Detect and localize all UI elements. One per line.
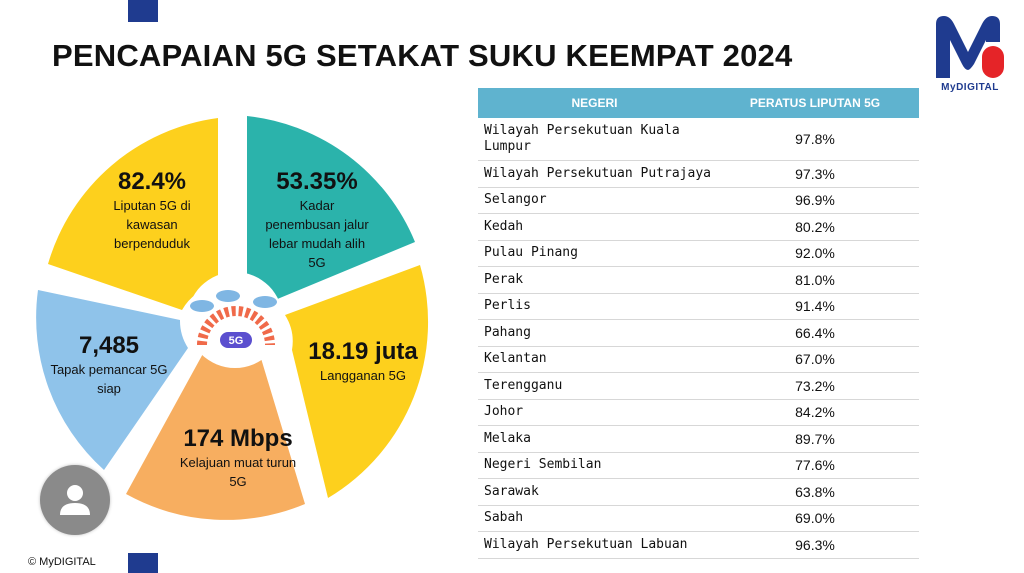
table-row: Sabah 69.0%	[478, 506, 919, 532]
cell-state: Perak	[484, 271, 524, 287]
cloud-icon-center	[216, 290, 240, 302]
cell-state: Sarawak	[484, 483, 539, 499]
logo-label: MyDIGITAL	[941, 82, 999, 93]
cell-coverage: 69.0%	[795, 510, 835, 527]
segment-text-download-speed: 174 Mbps Kelajuan muat turun 5G	[158, 425, 318, 491]
subscriptions-label: Langganan 5G	[319, 368, 407, 383]
population-coverage-label-1: Liputan 5G di	[113, 198, 191, 213]
wheel-segments: 5G	[36, 116, 429, 520]
cloud-icon-right	[253, 296, 277, 308]
cell-state: Johor	[484, 404, 524, 420]
table-row: Negeri Sembilan 77.6%	[478, 453, 919, 479]
user-avatar-button[interactable]	[40, 465, 110, 535]
copyright-text: © MyDIGITAL	[28, 556, 96, 568]
cell-state: Perlis	[484, 298, 531, 314]
cell-state: Wilayah Persekutuan Labuan	[484, 536, 688, 552]
subscriptions-value: 18.19 juta	[308, 338, 418, 365]
population-coverage-label-3: berpenduduk	[114, 236, 190, 251]
table-row: Perak 81.0%	[478, 267, 919, 294]
table-row: Johor 84.2%	[478, 400, 919, 426]
table-row: Wilayah Persekutuan Putrajaya 97.3%	[478, 161, 919, 188]
segment-transmitter-sites	[36, 290, 188, 470]
cell-state: Wilayah Persekutuan Kuala Lumpur	[484, 123, 680, 154]
cell-coverage: 66.4%	[795, 324, 835, 341]
table-row: Selangor 96.9%	[478, 188, 919, 214]
cell-state: Pulau Pinang	[484, 245, 578, 261]
cell-state: Terengganu	[484, 377, 563, 393]
cell-state: Selangor	[484, 192, 547, 208]
transmitter-sites-value: 7,485	[78, 332, 140, 359]
cell-state: Kedah	[484, 218, 524, 234]
cell-coverage: 63.8%	[795, 483, 835, 500]
table-body: Wilayah Persekutuan Kuala Lumpur 97.8% Wil…	[478, 118, 919, 559]
mydigital-logo: MyDIGITAL	[930, 12, 1010, 96]
cell-coverage: 67.0%	[795, 351, 835, 368]
table-row: Kelantan 67.0%	[478, 347, 919, 373]
header-coverage: PERATUS LIPUTAN 5G	[749, 96, 881, 110]
cell-coverage: 96.3%	[795, 536, 835, 553]
segment-text-broadband-penetration: 53.35% Kadar penembusan jalur lebar muda…	[252, 168, 382, 272]
cell-coverage: 84.2%	[795, 404, 835, 421]
page-title: PENCAPAIAN 5G SETAKAT SUKU KEEMPAT 2024	[52, 38, 793, 73]
segment-text-population-coverage: 82.4% Liputan 5G di kawasan berpenduduk	[92, 168, 212, 253]
segment-subscriptions	[285, 265, 429, 498]
signal-arc-icon	[197, 306, 275, 346]
cell-state: Melaka	[484, 430, 531, 446]
cell-coverage: 89.7%	[795, 430, 835, 447]
broadband-penetration-label-1: Kadar	[299, 198, 335, 213]
cell-state: Sabah	[484, 510, 524, 526]
wheel-center	[187, 272, 283, 368]
table-row: Wilayah Persekutuan Labuan 96.3%	[478, 532, 919, 559]
table-row: Sarawak 63.8%	[478, 479, 919, 506]
segment-text-transmitter-sites: 7,485 Tapak pemancar 5G siap	[44, 332, 174, 398]
segment-download-speed	[126, 350, 305, 520]
cell-coverage: 96.9%	[795, 192, 835, 209]
table-row: Pahang 66.4%	[478, 320, 919, 347]
coverage-table: NEGERI PERATUS LIPUTAN 5G Wilayah Persek…	[478, 88, 919, 559]
cell-coverage: 73.2%	[795, 377, 835, 394]
table-row: Perlis 91.4%	[478, 294, 919, 320]
top-accent-square	[128, 0, 158, 22]
cell-coverage: 97.8%	[795, 131, 835, 147]
5g-badge-label: 5G	[229, 335, 244, 347]
table-row: Terengganu 73.2%	[478, 373, 919, 400]
cell-state: Negeri Sembilan	[484, 457, 602, 473]
cell-coverage: 97.3%	[795, 165, 835, 182]
segment-text-subscriptions: 18.19 juta Langganan 5G	[298, 338, 428, 385]
cell-coverage: 80.2%	[795, 218, 835, 235]
user-avatar-icon	[60, 485, 90, 515]
mydigital-logo-mark	[936, 16, 1004, 78]
download-speed-value: 174 Mbps	[183, 425, 293, 452]
cell-coverage: 77.6%	[795, 457, 835, 474]
transmitter-sites-label-2: siap	[97, 381, 121, 396]
population-coverage-value: 82.4%	[117, 168, 187, 195]
cloud-icon-left	[190, 300, 214, 312]
cell-coverage: 92.0%	[795, 245, 835, 262]
segment-broadband-penetration	[247, 116, 415, 300]
5g-achievement-wheel: 5G 82.4% Liputan 5G di kawasan berpendud…	[30, 110, 445, 530]
table-header: NEGERI PERATUS LIPUTAN 5G	[478, 88, 919, 118]
segment-population-coverage	[48, 118, 218, 310]
cell-coverage: 81.0%	[795, 271, 835, 288]
population-coverage-label-2: kawasan	[126, 217, 178, 232]
broadband-penetration-label-4: 5G	[308, 255, 326, 270]
table-row: Pulau Pinang 92.0%	[478, 241, 919, 267]
download-speed-label-2: 5G	[229, 474, 247, 489]
5g-badge	[220, 332, 252, 348]
download-speed-label-1: Kelajuan muat turun	[179, 455, 297, 470]
broadband-penetration-value: 53.35%	[276, 168, 358, 195]
cell-state: Pahang	[484, 324, 531, 340]
cell-state: Kelantan	[484, 351, 547, 367]
table-row: Wilayah Persekutuan Kuala Lumpur 97.8%	[478, 118, 919, 161]
table-row: Kedah 80.2%	[478, 214, 919, 241]
broadband-penetration-label-3: lebar mudah alih	[268, 236, 366, 251]
header-state: NEGERI	[571, 96, 618, 110]
broadband-penetration-label-2: penembusan jalur	[265, 217, 369, 232]
bottom-accent-square	[128, 553, 158, 573]
transmitter-sites-label-1: Tapak pemancar 5G	[50, 362, 168, 377]
cell-state: Wilayah Persekutuan Putrajaya	[484, 165, 711, 181]
table-row: Melaka 89.7%	[478, 426, 919, 453]
cell-coverage: 91.4%	[795, 298, 835, 315]
